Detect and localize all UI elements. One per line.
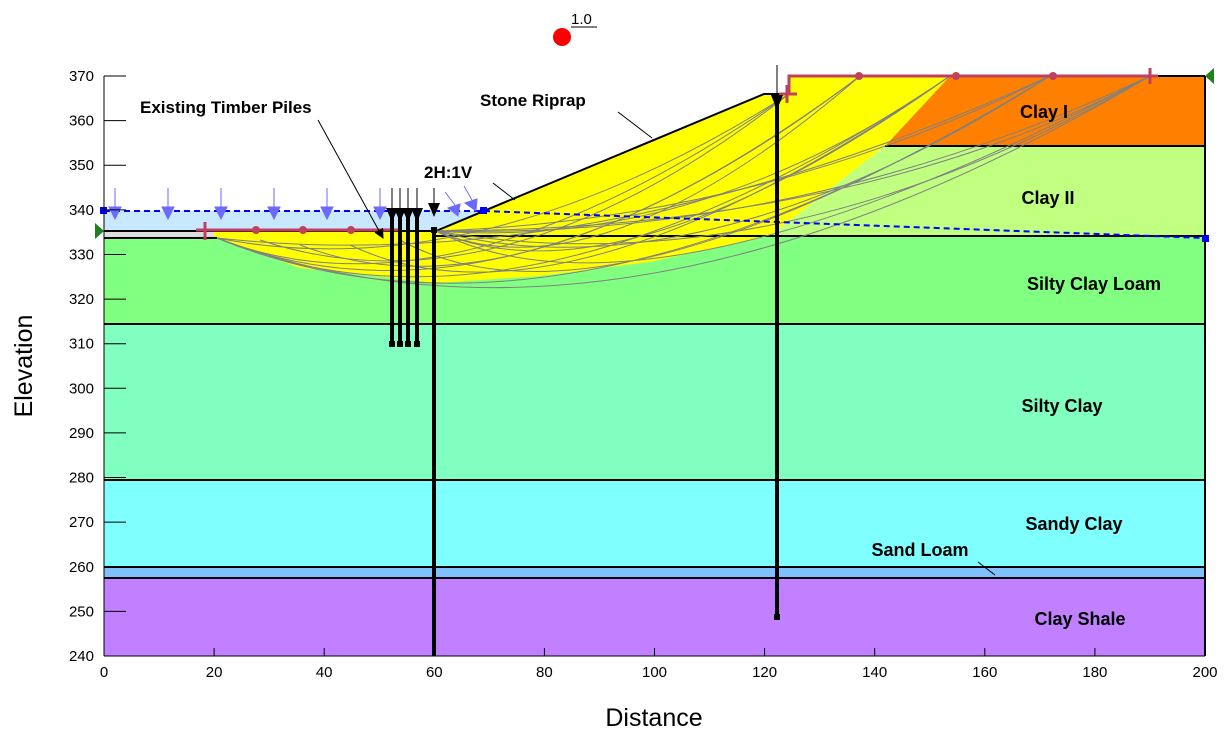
ground-points	[252, 72, 1057, 234]
y-tick-label: 330	[69, 246, 94, 263]
left-boundary-marker	[95, 223, 104, 239]
annotation-riprap: Stone Riprap	[480, 91, 586, 110]
water-zone	[104, 211, 483, 231]
timber-piles	[390, 98, 779, 656]
ground-end-markers	[196, 68, 1158, 240]
x-tick-label: 160	[972, 664, 997, 681]
leader-lines	[317, 111, 996, 576]
layer-sand-loam	[104, 567, 1205, 578]
layer-boundaries	[104, 75, 1206, 656]
layer-silty-clay	[104, 324, 1205, 480]
x-tick-label: 180	[1082, 664, 1107, 681]
channel-bottom	[104, 231, 214, 238]
annotation-piles: Existing Timber Piles	[140, 98, 312, 117]
layer-sandy-clay	[104, 480, 1205, 567]
layer-label-silty-clay-loam: Silty Clay Loam	[1027, 274, 1161, 294]
slip-surfaces	[216, 75, 1151, 288]
y-tick-label: 260	[69, 559, 94, 576]
x-tick-label: 120	[752, 664, 777, 681]
layer-label-clay-i: Clay I	[1020, 102, 1068, 122]
y-tick-label: 350	[69, 157, 94, 174]
layer-label-silty-clay: Silty Clay	[1021, 396, 1102, 416]
layer-label-sandy-clay: Sandy Clay	[1025, 514, 1122, 534]
x-tick-label: 60	[426, 664, 443, 681]
y-tick-label: 300	[69, 380, 94, 397]
y-tick-label: 240	[69, 648, 94, 665]
y-tick-label: 270	[69, 514, 94, 531]
layer-clay-shale	[104, 578, 1205, 656]
fos-marker-icon	[553, 28, 571, 46]
y-ticks: 240 250 260 270 280 290 300 310 320 330 340 350 360 3…	[69, 68, 126, 665]
pile-top-lines	[391, 65, 778, 210]
x-tick-label: 140	[862, 664, 887, 681]
y-tick-label: 340	[69, 202, 94, 219]
y-tick-label: 370	[69, 68, 94, 85]
layer-label-clay-ii: Clay II	[1021, 188, 1074, 208]
layer-clay-i	[885, 76, 1205, 146]
x-ticks: 0 20 40 60 80 100 120 140 160 180 200	[100, 648, 1218, 681]
y-tick-label: 320	[69, 291, 94, 308]
water-load-arrows	[108, 185, 478, 221]
factor-of-safety: 1.0	[571, 11, 592, 28]
x-tick-label: 100	[642, 664, 667, 681]
y-axis-title: Elevation	[10, 315, 38, 418]
y-tick-label: 360	[69, 113, 94, 130]
x-tick-label: 0	[100, 664, 108, 681]
layer-clay-ii	[770, 146, 1205, 236]
water-point-mid	[480, 207, 487, 214]
pile-heads	[386, 95, 783, 620]
x-tick-label: 80	[536, 664, 553, 681]
x-tick-label: 200	[1192, 664, 1217, 681]
water-point-right	[1202, 235, 1209, 242]
x-tick-label: 20	[206, 664, 223, 681]
water-table-line	[104, 210, 1206, 239]
layer-label-clay-shale: Clay Shale	[1034, 609, 1125, 629]
right-boundary-marker	[1205, 68, 1214, 84]
y-tick-label: 310	[69, 336, 94, 353]
layer-label-sand-loam: Sand Loam	[871, 540, 968, 560]
y-tick-label: 250	[69, 603, 94, 620]
y-tick-label: 290	[69, 425, 94, 442]
y-tick-label: 280	[69, 470, 94, 487]
annotation-slope: 2H:1V	[424, 163, 473, 182]
x-axis-title: Distance	[605, 704, 702, 732]
x-tick-label: 40	[316, 664, 333, 681]
